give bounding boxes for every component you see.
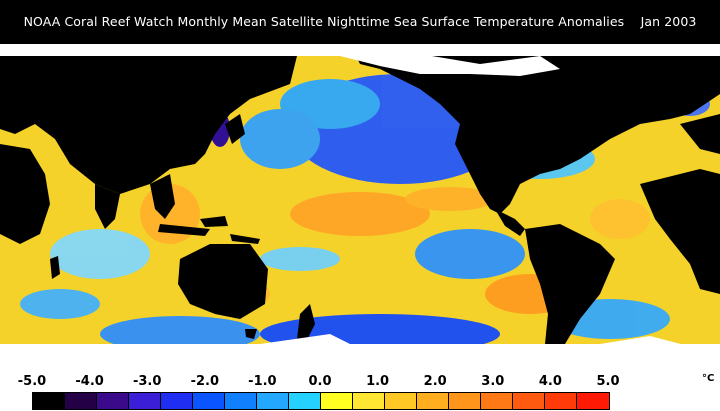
colorbar-swatch [545,393,577,409]
sea-ice [0,44,720,374]
colorbar-tick-label: 3.0 [481,374,505,389]
colorbar-swatch [225,393,257,409]
colorbar-tick-label: 1.0 [366,374,390,389]
colorbar-swatch [257,393,289,409]
colorbar-tick-label: 2.0 [423,374,447,389]
colorbar-tick-label: 5.0 [596,374,620,389]
colorbar-swatch [417,393,449,409]
colorbar-tick-label: -3.0 [132,374,162,389]
colorbar-swatch [161,393,193,409]
colorbar-tick-label: -4.0 [75,374,104,389]
colorbar-swatch [33,393,65,409]
colorbar-swatch [353,393,385,409]
colorbar-swatch [289,393,321,409]
colorbar-swatch [385,393,417,409]
colorbar-swatch [321,393,353,409]
colorbar-tick-label: 4.0 [538,374,562,389]
map-title: NOAA Coral Reef Watch Monthly Mean Satel… [0,0,720,44]
colorbar-tick-label: -1.0 [248,374,277,389]
colorbar-swatch [65,393,97,409]
colorbar-swatch [513,393,545,409]
colorbar-tick-label: -2.0 [190,374,220,389]
sst-anomaly-map [0,44,720,374]
colorbar-swatch [481,393,513,409]
colorbar-swatch [129,393,161,409]
colorbar-tick-label: -5.0 [17,374,47,389]
colorbar [32,392,610,410]
colorbar-swatch [449,393,481,409]
land-masses [0,44,720,364]
colorbar-tick-label: 0.0 [308,374,332,389]
colorbar-swatch [97,393,129,409]
colorbar-swatch [577,393,609,409]
unit-label: °C [702,373,715,384]
colorbar-swatch [193,393,225,409]
